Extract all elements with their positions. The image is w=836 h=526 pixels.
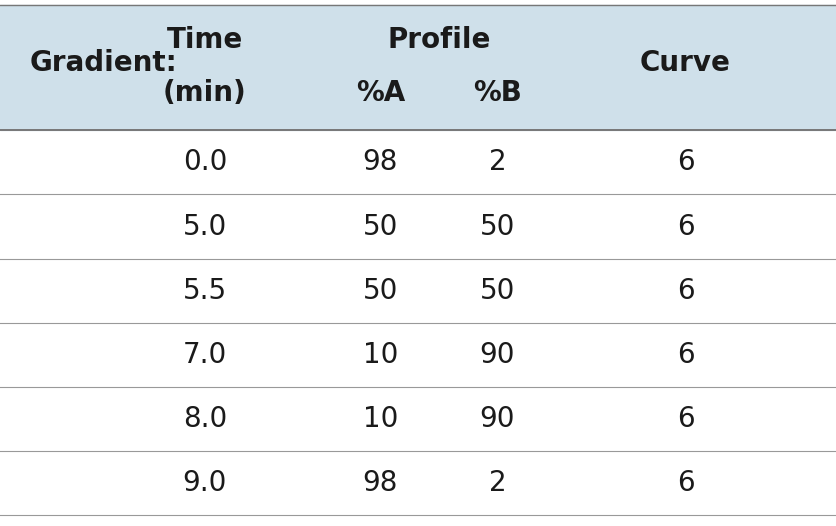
Text: 2: 2	[488, 148, 507, 176]
Text: 8.0: 8.0	[183, 405, 227, 433]
Text: 5.0: 5.0	[183, 213, 227, 240]
Text: 98: 98	[363, 148, 398, 176]
Text: 6: 6	[676, 469, 695, 498]
Text: (min): (min)	[163, 79, 247, 107]
Text: Gradient:: Gradient:	[29, 48, 177, 76]
Text: %A: %A	[356, 79, 405, 107]
Text: 5.5: 5.5	[183, 277, 227, 305]
Text: %B: %B	[473, 79, 522, 107]
Text: 2: 2	[488, 469, 507, 498]
Text: 6: 6	[676, 213, 695, 240]
Text: Time: Time	[166, 26, 243, 54]
Bar	[0, 5, 836, 130]
Text: 6: 6	[676, 341, 695, 369]
Text: 6: 6	[676, 148, 695, 176]
Text: 6: 6	[676, 405, 695, 433]
Text: 6: 6	[676, 277, 695, 305]
Text: Profile: Profile	[387, 26, 491, 54]
Text: 98: 98	[363, 469, 398, 498]
Text: 90: 90	[480, 341, 515, 369]
Text: Curve: Curve	[640, 48, 731, 76]
Text: 50: 50	[363, 277, 398, 305]
Text: 50: 50	[363, 213, 398, 240]
Text: 0.0: 0.0	[182, 148, 227, 176]
Text: 90: 90	[480, 405, 515, 433]
Text: 9.0: 9.0	[182, 469, 227, 498]
Text: 10: 10	[363, 405, 398, 433]
Text: 7.0: 7.0	[183, 341, 227, 369]
Text: 50: 50	[480, 213, 515, 240]
Text: 10: 10	[363, 341, 398, 369]
Text: 50: 50	[480, 277, 515, 305]
